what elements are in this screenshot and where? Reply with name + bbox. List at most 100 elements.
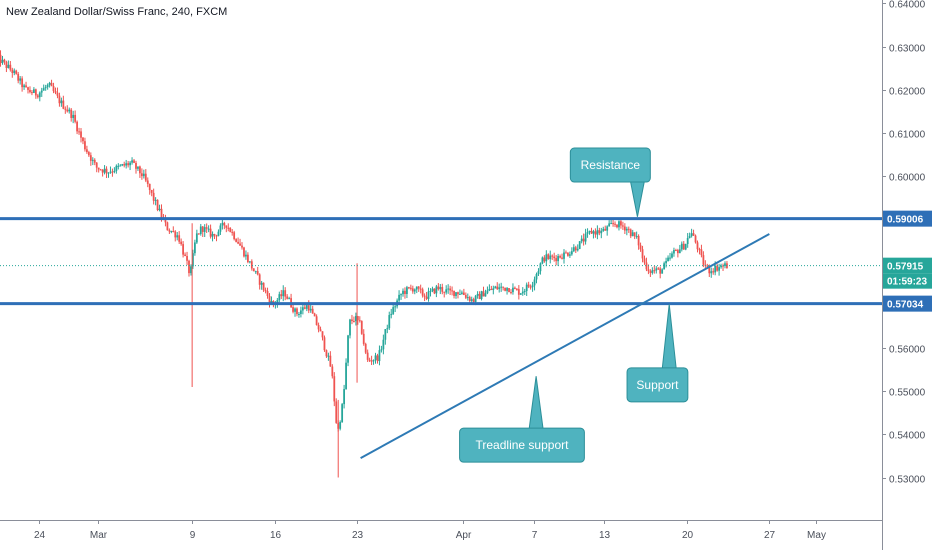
candle-body: [266, 291, 269, 296]
candle-body: [233, 232, 236, 240]
candle-body: [565, 252, 567, 254]
callout-box: [569, 147, 651, 183]
candle-body: [366, 352, 369, 360]
candle-body: [370, 360, 373, 362]
candle-body: [714, 265, 717, 273]
candle-body: [140, 173, 143, 177]
candle-body: [321, 331, 324, 338]
candle-body: [184, 254, 186, 256]
candle-body: [192, 253, 194, 267]
time-tick-label: May: [807, 530, 826, 541]
candle-body: [404, 290, 406, 294]
candle-body: [307, 305, 310, 311]
chart-title: New Zealand Dollar/Swiss Franc, 240, FXC…: [6, 6, 228, 18]
candle-body: [678, 249, 681, 254]
candle-body: [13, 70, 16, 73]
trendline: [360, 233, 770, 459]
candle-body: [643, 258, 646, 263]
candle-body: [327, 355, 330, 357]
candle-body: [702, 255, 705, 265]
price-labels: 0.59006 0.57915 01:59:23 0.57034: [883, 210, 932, 312]
candle-body: [712, 271, 715, 273]
price-label-box: [883, 257, 932, 274]
time-tick-label: 20: [682, 530, 694, 541]
candle-body: [694, 235, 697, 243]
candle-body: [657, 268, 660, 270]
candle-body: [545, 254, 548, 262]
candle-body: [227, 227, 230, 229]
callout-text: Treadline support: [476, 438, 570, 452]
candle-body: [376, 355, 379, 362]
candle-body: [339, 421, 342, 429]
candle-body: [451, 290, 453, 292]
candle-body: [380, 349, 383, 351]
candle-body: [368, 359, 371, 361]
candle-body: [237, 241, 239, 244]
candle-body: [142, 173, 145, 177]
candle-body: [549, 255, 552, 260]
candle-body: [131, 160, 133, 163]
time-axis[interactable]: 24 Mar 9 16 23 Apr 7 13 20 27 May: [0, 520, 882, 541]
candle-body: [386, 328, 389, 330]
candle-body: [29, 89, 31, 93]
candle-body: [260, 282, 263, 285]
candle-body: [629, 229, 632, 237]
candle-body: [1, 59, 4, 64]
candle-body: [374, 355, 377, 361]
candle-body: [333, 376, 336, 402]
candle-body: [553, 256, 556, 259]
candle-body: [190, 266, 192, 274]
candle-body: [23, 85, 25, 88]
candle-body: [229, 227, 232, 232]
candle-body: [354, 316, 357, 322]
candle-body: [262, 282, 265, 291]
candle-body: [245, 254, 247, 257]
candle-body: [551, 255, 554, 257]
candle-body: [696, 242, 699, 250]
candle-body: [512, 287, 514, 293]
candle-body: [633, 232, 636, 237]
candle-body: [113, 170, 116, 172]
candle-body: [137, 166, 139, 169]
candle-body: [461, 292, 463, 294]
candle-body: [464, 294, 467, 298]
candle-body: [588, 230, 591, 233]
candle-body: [188, 260, 190, 274]
candle-body: [207, 228, 210, 230]
candle-body: [441, 287, 444, 292]
callout-resistance: Resistance: [569, 147, 651, 217]
candle-body: [264, 290, 267, 292]
candle-body: [572, 247, 575, 252]
candle-body: [5, 61, 8, 68]
candle-body: [139, 166, 141, 174]
candle-body: [647, 269, 650, 272]
candle-body: [270, 300, 273, 303]
candle-body: [34, 89, 37, 96]
candle-body: [203, 227, 206, 232]
time-tick-label: 27: [764, 530, 776, 541]
candle-body: [447, 288, 450, 290]
candle-body: [394, 306, 397, 308]
candle-body: [716, 265, 719, 271]
candle-body: [152, 192, 155, 201]
candle-body: [521, 291, 524, 294]
callout-box: [626, 367, 689, 403]
candle-body: [686, 238, 689, 245]
candle-body: [82, 137, 84, 142]
price-tick-label: 0.55000: [889, 388, 926, 399]
candle-body: [478, 293, 481, 299]
candle-body: [690, 233, 693, 237]
candle-body: [675, 250, 677, 252]
candle-body: [111, 171, 114, 173]
candle-body: [496, 286, 499, 290]
candle-body: [620, 221, 622, 226]
candle-body: [15, 70, 18, 74]
candle-body: [539, 263, 542, 272]
candle-body: [17, 73, 20, 81]
candle-body: [72, 114, 75, 118]
candle-body: [294, 308, 296, 312]
price-tick-label: 0.54000: [889, 431, 926, 442]
price-tick-label: 0.64000: [889, 0, 926, 11]
candle-body: [254, 271, 257, 273]
